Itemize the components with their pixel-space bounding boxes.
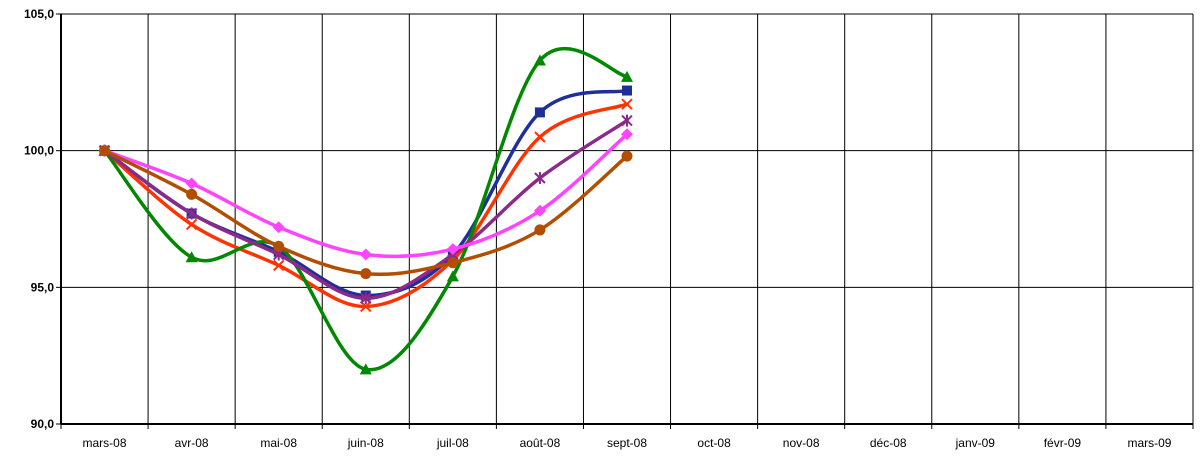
- x-tick-label: oct-08: [697, 436, 731, 450]
- series-group: [98, 46, 633, 375]
- data-point: [621, 98, 633, 110]
- data-point: [359, 248, 372, 261]
- y-tick-label: 100,0: [24, 144, 54, 158]
- data-point: [185, 207, 198, 220]
- y-tick-label: 90,0: [31, 417, 55, 431]
- data-point: [622, 85, 632, 96]
- data-point: [99, 145, 111, 157]
- axes: [56, 13, 1194, 429]
- grid: [61, 13, 1194, 424]
- data-point: [360, 292, 372, 305]
- series-line: [102, 88, 629, 298]
- series-6: [99, 145, 633, 280]
- data-point: [534, 224, 546, 236]
- y-tick-label: 105,0: [24, 7, 54, 21]
- data-point: [533, 54, 546, 66]
- data-point: [534, 131, 546, 143]
- x-tick-label: mars-08: [83, 436, 127, 450]
- data-point: [185, 218, 198, 231]
- data-point: [621, 150, 633, 162]
- x-tick-label: déc-08: [870, 436, 907, 450]
- data-point: [446, 243, 459, 256]
- data-point: [360, 268, 372, 280]
- data-point: [186, 188, 198, 200]
- x-tick-labels: mars-08 avr-08 mai-08 juin-08 juil-08 août-08…: [83, 436, 1172, 450]
- series-5: [98, 128, 633, 261]
- x-tick-label: juin-08: [347, 436, 384, 450]
- data-point: [621, 70, 633, 82]
- x-tick-label: févr-09: [1044, 436, 1082, 450]
- data-point: [621, 128, 633, 141]
- data-point: [621, 114, 633, 127]
- data-point: [533, 204, 546, 217]
- x-tick-label: sept-08: [607, 436, 647, 450]
- x-tick-label: nov-08: [783, 436, 820, 450]
- y-tick-labels: 90,0 95,0 100,0 105,0: [24, 7, 54, 431]
- data-point: [185, 251, 198, 263]
- x-tick-label: août-08: [520, 436, 561, 450]
- x-tick-label: avr-08: [175, 436, 209, 450]
- data-point: [272, 221, 285, 234]
- series-3: [98, 46, 633, 375]
- x-tick-label: janv-09: [955, 436, 996, 450]
- data-point: [534, 107, 545, 118]
- data-point: [360, 300, 372, 313]
- data-point: [534, 172, 546, 184]
- x-tick-label: mai-08: [260, 436, 297, 450]
- data-point: [185, 177, 198, 190]
- x-tick-label: juil-08: [436, 436, 469, 450]
- data-point: [359, 363, 372, 375]
- series-line: [102, 132, 629, 259]
- x-tick-label: mars-09: [1127, 436, 1171, 450]
- data-point: [446, 270, 459, 282]
- data-point: [447, 257, 459, 269]
- y-tick-label: 95,0: [31, 280, 55, 294]
- data-point: [273, 240, 285, 252]
- data-point: [272, 259, 285, 272]
